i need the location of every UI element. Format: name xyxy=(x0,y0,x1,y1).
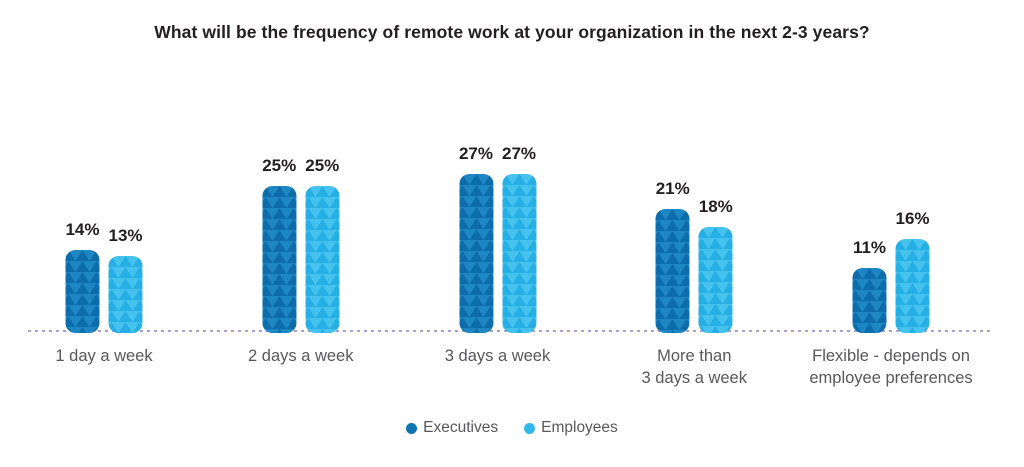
legend: Executives Employees xyxy=(0,419,1024,437)
bar-value-label: 25% xyxy=(262,155,297,175)
bar-value-label: 27% xyxy=(502,143,537,163)
category-label-line: 3 days a week xyxy=(641,369,747,387)
bar-value-label: 11% xyxy=(852,238,887,258)
bar-executives xyxy=(458,173,493,333)
category-label-line: Flexible - depends on xyxy=(812,347,970,365)
legend-label: Executives xyxy=(423,419,499,436)
bar-employees xyxy=(502,173,537,333)
bar-column: 16% xyxy=(895,208,930,333)
category-label: 2 days a week xyxy=(248,345,353,367)
bar-value-label: 13% xyxy=(108,226,143,246)
legend-label: Employees xyxy=(541,419,618,436)
legend-item-executives: Executives xyxy=(406,419,498,437)
bar-employees xyxy=(108,256,143,333)
bar-executives xyxy=(262,185,297,333)
legend-dot-icon xyxy=(524,422,536,434)
bar-group: 14% 13% xyxy=(65,220,143,333)
bar-group: 25% 25% xyxy=(262,155,340,333)
category-label-line: employee preferences xyxy=(809,369,973,387)
bar-employees xyxy=(305,185,340,333)
bar-value-label: 16% xyxy=(895,208,930,228)
bar-value-label: 21% xyxy=(655,179,690,199)
category-label-line: More than xyxy=(657,347,732,365)
bar-column: 11% xyxy=(852,238,887,333)
category-label: 1 day a week xyxy=(55,345,152,367)
category-label: 3 days a week xyxy=(445,345,550,367)
category-label-line: 3 days a week xyxy=(444,347,551,365)
bar-column: 21% xyxy=(656,179,690,333)
bar-column: 13% xyxy=(109,226,143,333)
category-label: Flexible - depends on employee preference… xyxy=(809,345,972,389)
bar-executives xyxy=(65,250,100,333)
bar-group: 21% 18% xyxy=(656,179,733,333)
bar-employees xyxy=(698,226,733,333)
legend-dot-icon xyxy=(406,422,418,434)
bar-group: 11% 16% xyxy=(852,208,930,333)
bar-executives xyxy=(852,268,887,333)
bar-value-label: 18% xyxy=(698,196,733,216)
bar-column: 14% xyxy=(65,220,100,333)
bar-group: 27% 27% xyxy=(459,144,536,333)
chart-title: What will be the frequency of remote wor… xyxy=(154,22,870,42)
bar-column: 18% xyxy=(699,197,733,333)
category-label-line: 1 day a week xyxy=(55,347,153,365)
bar-executives xyxy=(655,209,690,333)
legend-item-employees: Employees xyxy=(524,419,618,437)
category-label: More than 3 days a week xyxy=(642,345,747,389)
bar-value-label: 27% xyxy=(458,143,493,163)
bar-value-label: 25% xyxy=(305,155,340,175)
bar-value-label: 14% xyxy=(65,220,100,240)
bar-column: 27% xyxy=(502,144,536,333)
category-label-line: 2 days a week xyxy=(248,347,354,365)
bar-column: 27% xyxy=(459,144,493,333)
bar-employees xyxy=(895,238,930,333)
bar-column: 25% xyxy=(262,155,297,333)
bar-column: 25% xyxy=(305,155,340,333)
